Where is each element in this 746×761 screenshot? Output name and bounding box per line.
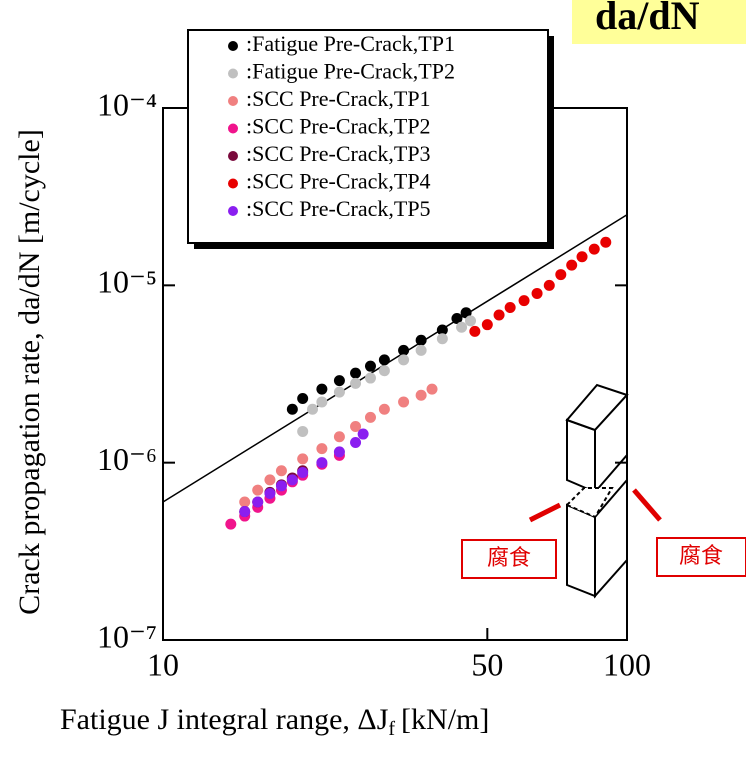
scatter-point	[436, 324, 448, 336]
legend-marker	[228, 41, 238, 51]
scatter-point	[436, 333, 448, 345]
title-box	[572, 0, 746, 44]
legend-marker	[228, 96, 238, 106]
scatter-point	[239, 506, 251, 518]
scatter-point	[275, 465, 287, 477]
scatter-point	[333, 431, 345, 443]
plot-area	[163, 214, 627, 530]
x-axis-label: Fatigue J integral range, ΔJf [kN/m]	[60, 703, 489, 740]
scatter-point	[333, 386, 345, 398]
scatter-point	[426, 383, 438, 395]
scatter-point	[504, 301, 516, 313]
scatter-point	[398, 396, 410, 408]
legend-label: :Fatigue Pre-Crack,TP2	[246, 59, 455, 84]
scatter-point	[286, 403, 298, 415]
annotation-box	[461, 539, 557, 579]
scatter-point	[576, 251, 588, 263]
scatter-point	[297, 425, 309, 437]
legend-marker	[228, 151, 238, 161]
scatter-point	[350, 420, 362, 432]
x-tick-label: 50	[471, 646, 503, 682]
scatter-point	[264, 488, 276, 500]
scatter-point	[469, 325, 481, 337]
scatter-point	[566, 259, 578, 271]
scatter-point	[364, 411, 376, 423]
scatter-point	[264, 474, 276, 486]
scatter-point	[357, 428, 369, 440]
scatter-point	[252, 496, 264, 508]
legend-label: :SCC Pre-Crack,TP5	[246, 196, 431, 221]
scatter-point	[518, 295, 530, 307]
y-tick-label: 10⁻⁴	[97, 86, 157, 122]
legend-label: :SCC Pre-Crack,TP3	[246, 141, 431, 166]
scatter-point	[555, 269, 567, 281]
scatter-point	[451, 313, 463, 325]
y-tick-label: 10⁻⁶	[97, 441, 157, 477]
scatter-point	[481, 319, 493, 331]
scatter-point	[364, 372, 376, 384]
scatter-point	[297, 453, 309, 465]
scatter-point	[378, 403, 390, 415]
scatter-point	[316, 457, 328, 469]
annotation: 腐食	[487, 546, 531, 571]
scatter-point	[307, 403, 319, 415]
scatter-point	[415, 334, 427, 346]
y-tick-label: 10⁻⁷	[97, 618, 157, 654]
scatter-point	[275, 480, 287, 492]
scatter-point	[398, 344, 410, 356]
scatter-point	[415, 344, 427, 356]
specimen-sketch	[528, 383, 662, 599]
legend-marker	[228, 123, 238, 134]
scatter-point	[350, 436, 362, 448]
scatter-point	[378, 365, 390, 377]
scatter-point	[543, 279, 555, 291]
scatter-point	[252, 484, 264, 496]
legend-marker	[228, 206, 238, 216]
legend-label: :SCC Pre-Crack,TP2	[246, 114, 431, 139]
scatter-point	[316, 396, 328, 408]
scatter-point	[286, 474, 298, 486]
x-axis-label-text: Fatigue J integral range, ΔJ	[60, 703, 389, 736]
scatter-point	[460, 307, 472, 319]
annotation: 腐食	[679, 544, 723, 569]
scatter-point	[350, 367, 362, 379]
scatter-point	[531, 287, 543, 299]
fit-line	[163, 214, 627, 503]
x-axis-label-sub: f	[388, 718, 395, 740]
scatter-point	[225, 518, 237, 530]
scatter-point	[456, 321, 468, 333]
scatter-point	[239, 496, 251, 508]
scatter-point	[350, 377, 362, 389]
legend-label: :Fatigue Pre-Crack,TP1	[246, 31, 455, 56]
legend-label: :SCC Pre-Crack,TP1	[246, 86, 431, 111]
scatter-point	[297, 467, 309, 479]
legend-marker	[228, 178, 238, 189]
annotation-box	[656, 537, 746, 577]
scatter-point	[297, 393, 309, 405]
chart-title: da/dN	[595, 0, 700, 38]
scatter-point	[600, 236, 612, 248]
x-tick-label: 100	[603, 646, 651, 682]
scatter-point	[364, 360, 376, 372]
x-axis-label-unit: [kN/m]	[401, 703, 489, 736]
legend-marker	[228, 68, 238, 79]
scatter-point	[378, 354, 390, 366]
y-tick-label: 10⁻⁵	[97, 264, 157, 300]
scatter-point	[398, 354, 410, 366]
scatter-point	[316, 443, 328, 455]
scatter-point	[333, 375, 345, 387]
scatter-point	[333, 446, 345, 458]
scatter-point	[465, 315, 477, 327]
scatter-point	[415, 389, 427, 401]
x-tick-label: 10	[147, 646, 179, 682]
scatter-point	[588, 243, 600, 255]
scatter-point	[493, 309, 505, 321]
legend-label: :SCC Pre-Crack,TP4	[246, 169, 431, 194]
y-axis-label: Crack propagation rate, da/dN [m/cycle]	[13, 129, 46, 615]
scatter-point	[316, 383, 328, 395]
legend	[187, 29, 549, 244]
